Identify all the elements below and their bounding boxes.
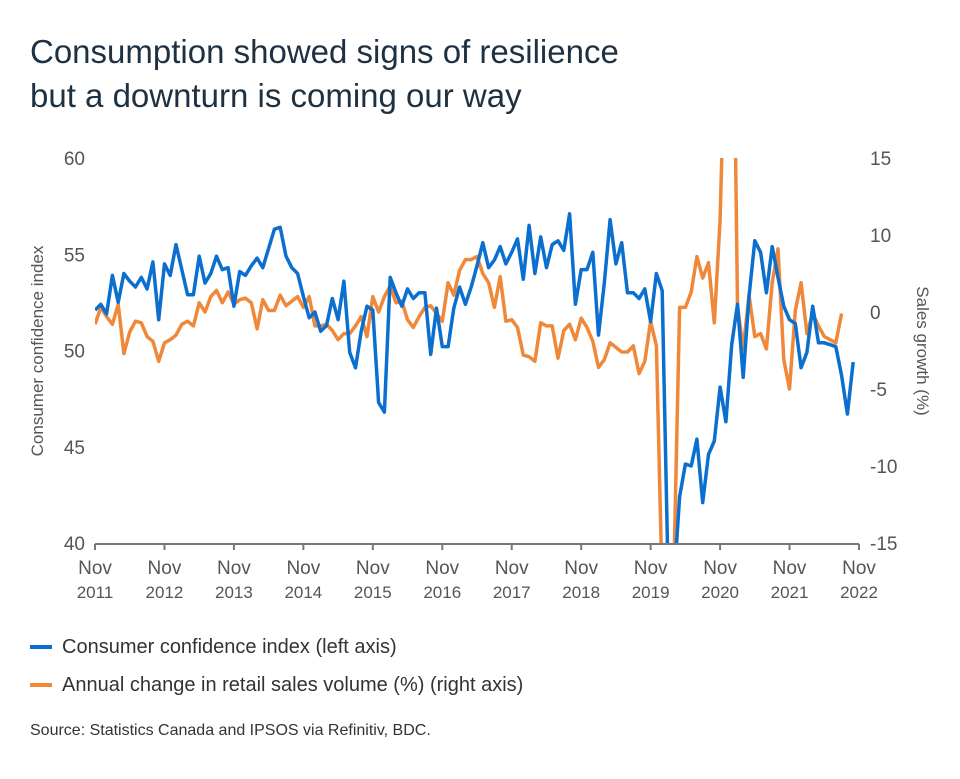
right-axis-tick-label: 0 <box>870 303 881 324</box>
x-tick-label-month: Nov <box>356 558 390 579</box>
x-tick-label-year: 2012 <box>146 583 184 602</box>
x-tick-label-month: Nov <box>703 558 737 579</box>
chart-title: Consumption showed signs of resilience b… <box>30 30 930 118</box>
right-axis-tick-label: 10 <box>870 226 891 247</box>
left-axis-ticks: 60 55 50 45 40 <box>64 149 85 555</box>
x-tick-label-year: 2020 <box>701 583 739 602</box>
right-axis-ticks: 15 10 0 -5 -10 -15 <box>870 149 897 555</box>
x-axis-ticks: Nov 2011 Nov 2012 Nov 2013 Nov 2014 Nov 2015 Nov 20… <box>77 544 878 602</box>
right-axis-tick-label: -15 <box>870 534 897 555</box>
legend-item-consumer-confidence: Consumer confidence index (left axis) <box>30 628 523 666</box>
right-axis-tick-label: 15 <box>870 149 891 170</box>
legend-swatch-orange <box>30 683 52 687</box>
x-tick-label-year: 2018 <box>562 583 600 602</box>
right-axis-tick-label: -10 <box>870 457 897 478</box>
x-tick-label-month: Nov <box>773 558 807 579</box>
x-tick-label-month: Nov <box>842 558 876 579</box>
x-tick-label-month: Nov <box>148 558 182 579</box>
right-axis-label: Sales growth (%) <box>913 286 932 415</box>
left-axis-label: Consumer confidence index <box>28 245 47 456</box>
left-axis-tick-label: 40 <box>64 534 85 555</box>
legend-swatch-blue <box>30 645 52 649</box>
x-tick-label-year: 2019 <box>632 583 670 602</box>
title-line-1: Consumption showed signs of resilience <box>30 33 619 70</box>
x-tick-label-month: Nov <box>564 558 598 579</box>
title-line-2: but a downturn is coming our way <box>30 77 522 114</box>
series-line-consumer-confidence <box>95 212 855 543</box>
left-axis-tick-label: 60 <box>64 149 85 170</box>
source-note: Source: Statistics Canada and IPSOS via … <box>30 722 431 739</box>
series-line-retail-sales <box>95 158 844 543</box>
legend-label: Annual change in retail sales volume (%)… <box>62 673 524 696</box>
x-tick-label-year: 2015 <box>354 583 392 602</box>
x-tick-label-month: Nov <box>217 558 251 579</box>
x-tick-label-year: 2013 <box>215 583 253 602</box>
x-tick-label-year: 2014 <box>284 583 322 602</box>
x-tick-label-year: 2011 <box>77 583 114 602</box>
left-axis-tick-label: 50 <box>64 342 85 363</box>
series-group <box>95 158 855 543</box>
x-tick-label-year: 2017 <box>493 583 531 602</box>
left-axis-tick-label: 45 <box>64 438 85 459</box>
x-tick-label-month: Nov <box>634 558 668 579</box>
x-tick-label-year: 2021 <box>771 583 809 602</box>
x-tick-label-month: Nov <box>495 558 529 579</box>
legend-item-retail-sales: Annual change in retail sales volume (%)… <box>30 666 523 704</box>
right-axis-tick-label: -5 <box>870 380 887 401</box>
legend-label: Consumer confidence index (left axis) <box>62 635 397 658</box>
legend: Consumer confidence index (left axis) An… <box>30 628 523 704</box>
x-tick-label-year: 2022 <box>840 583 878 602</box>
x-tick-label-month: Nov <box>425 558 459 579</box>
left-axis-tick-label: 55 <box>64 245 85 266</box>
x-tick-label-month: Nov <box>286 558 320 579</box>
x-tick-label-month: Nov <box>78 558 112 579</box>
x-tick-label-year: 2016 <box>423 583 461 602</box>
